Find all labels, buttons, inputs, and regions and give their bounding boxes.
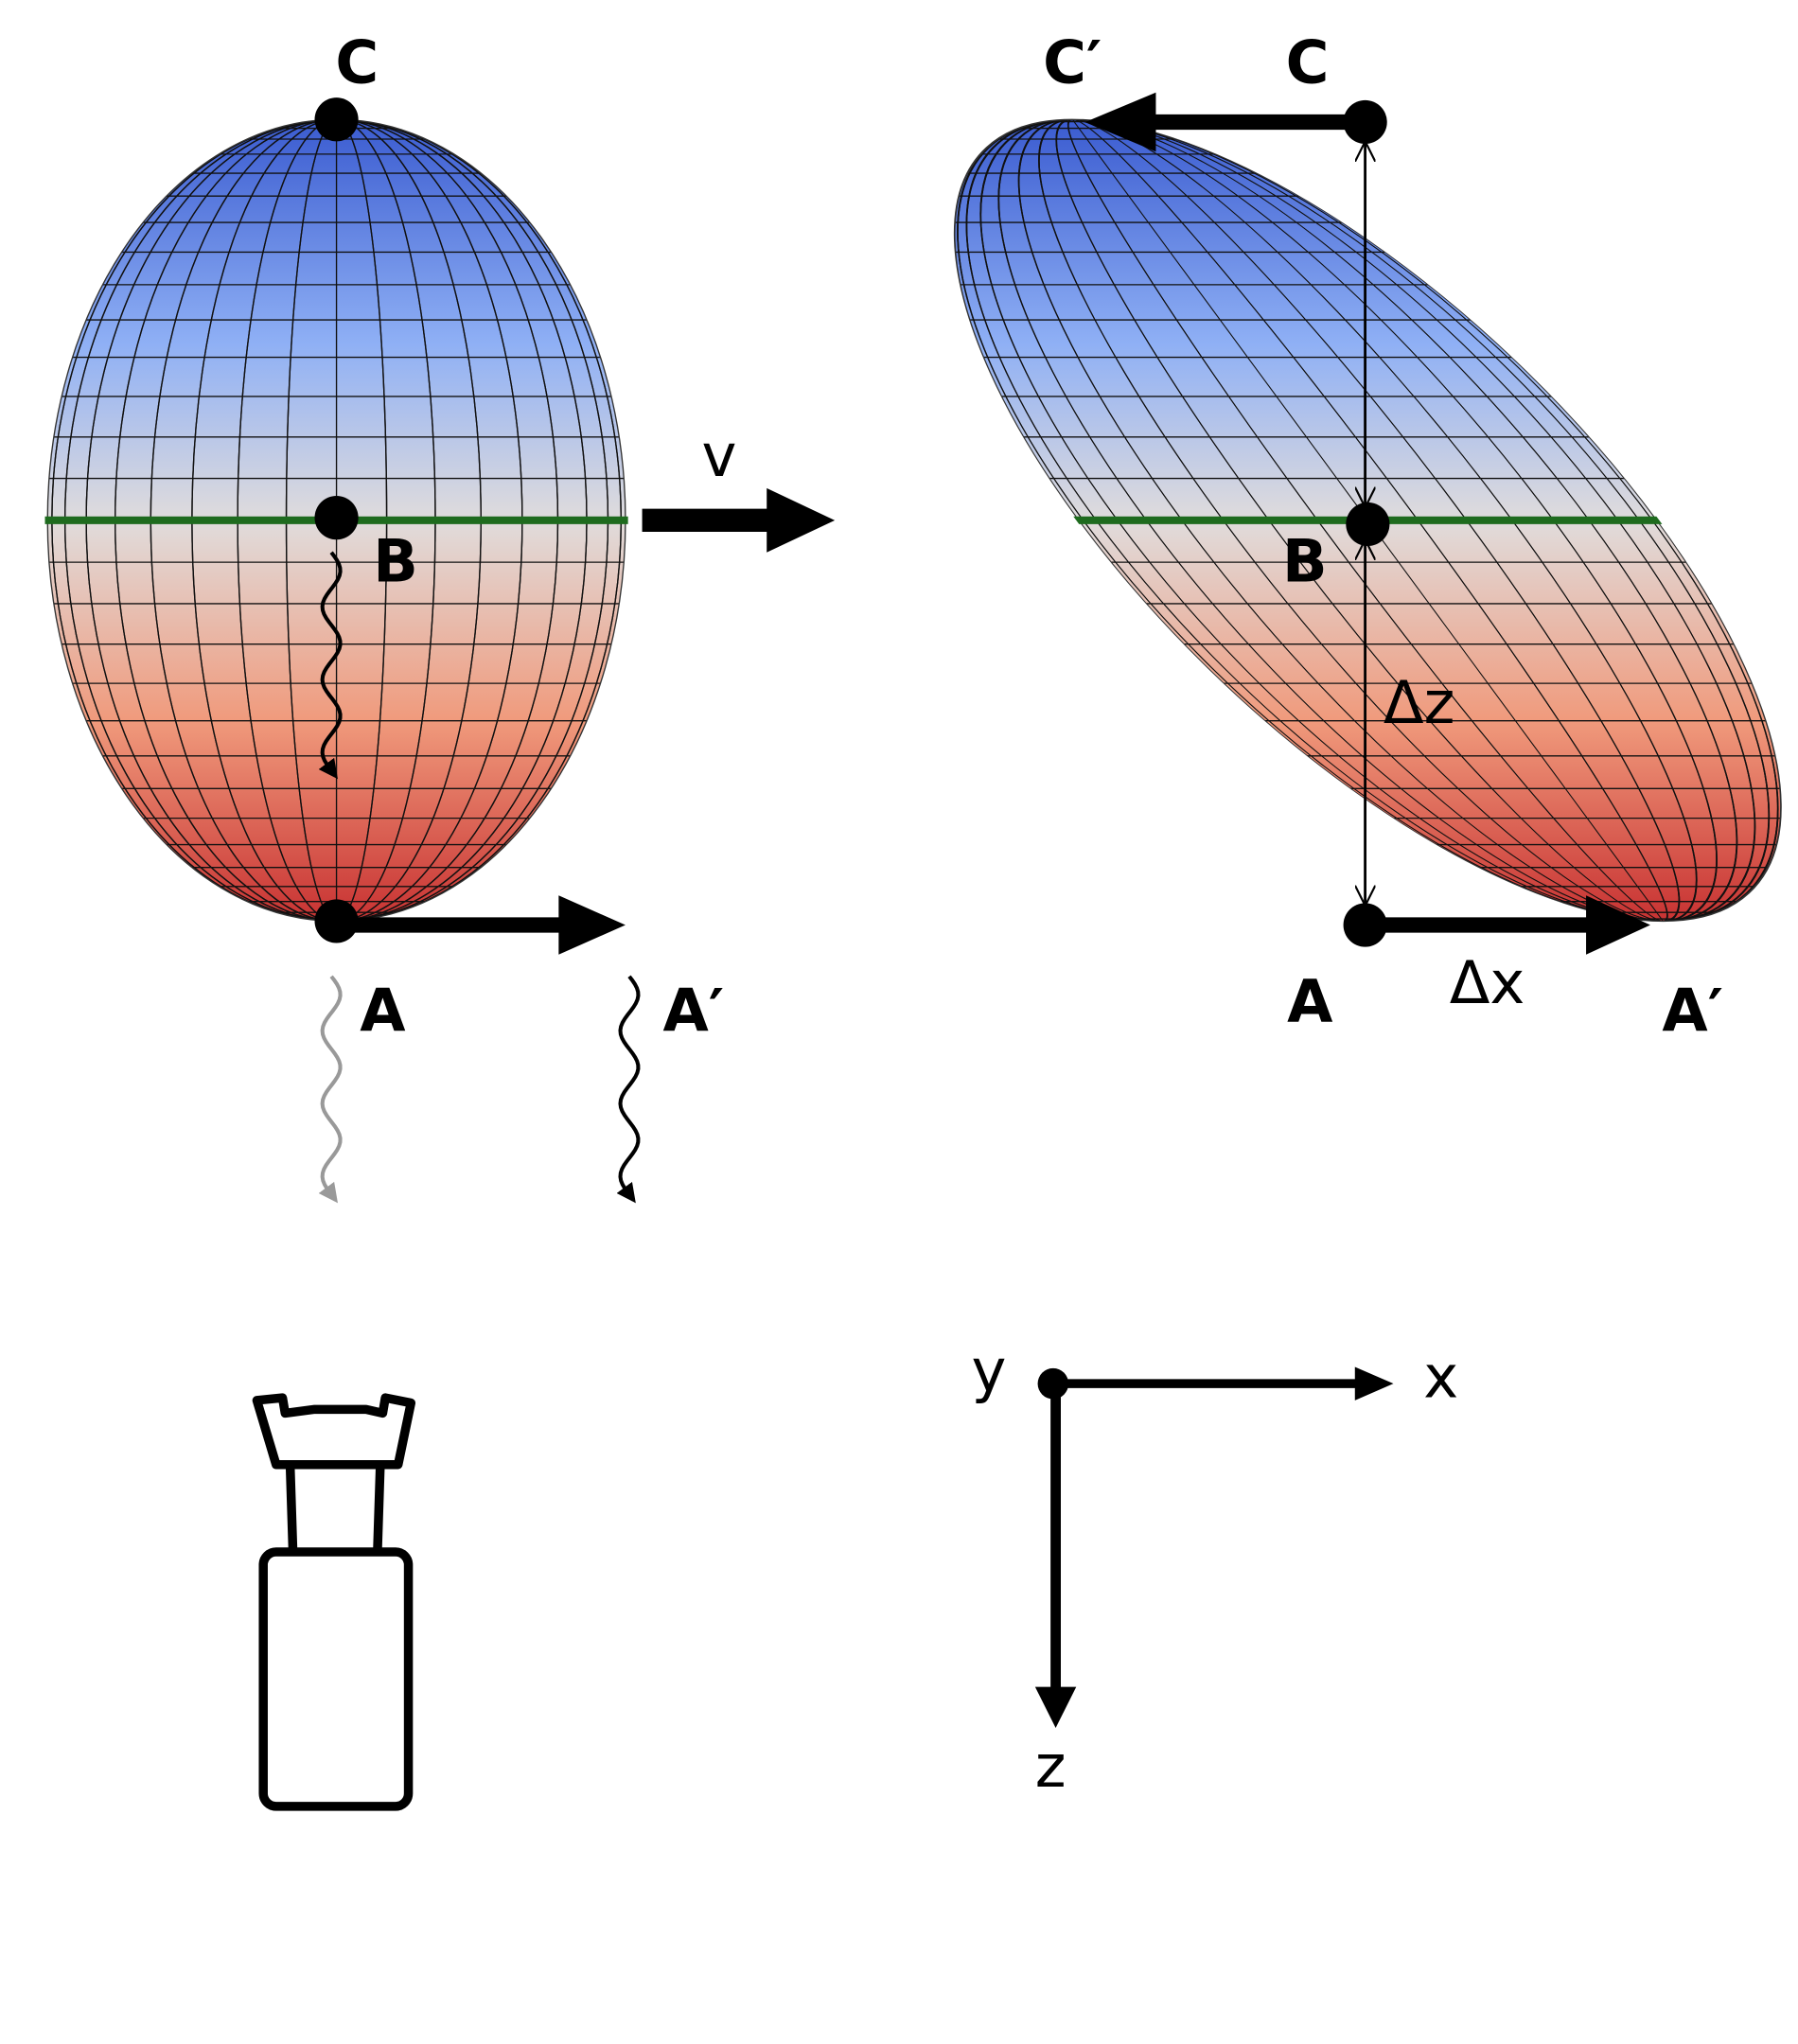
label: A bbox=[360, 977, 405, 1046]
axis-label: z bbox=[1035, 1732, 1066, 1801]
label: Δz bbox=[1384, 668, 1454, 737]
label: A bbox=[1287, 967, 1332, 1036]
left-marks bbox=[314, 97, 836, 1204]
axis-label: y bbox=[972, 1336, 1007, 1405]
label: v bbox=[702, 421, 737, 490]
label: C bbox=[1286, 28, 1330, 97]
label: C′ bbox=[1043, 28, 1102, 97]
camera-icon bbox=[252, 1393, 416, 1811]
label: A′ bbox=[662, 977, 724, 1046]
label: Δx bbox=[1450, 948, 1525, 1017]
label: C bbox=[335, 28, 379, 97]
sheared-ellipsoid bbox=[736, 119, 1798, 921]
axis-label: x bbox=[1423, 1343, 1458, 1412]
label: B bbox=[373, 526, 418, 595]
label: B bbox=[1282, 526, 1328, 595]
label: A′ bbox=[1662, 977, 1723, 1046]
axes bbox=[1034, 1366, 1394, 1729]
right-marks bbox=[1084, 92, 1650, 955]
